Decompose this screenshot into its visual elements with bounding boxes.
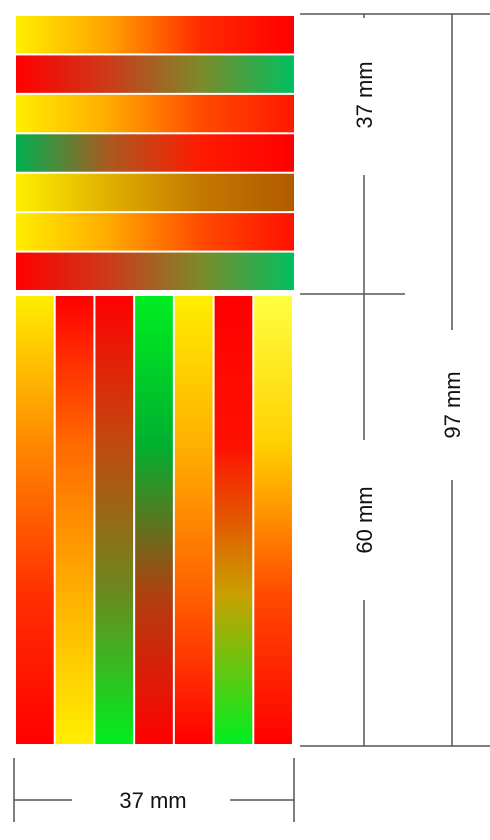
horizontal-stripe xyxy=(16,213,294,251)
vertical-stripe xyxy=(95,296,134,744)
vertical-stripe xyxy=(55,296,94,744)
vertical-stripe xyxy=(135,296,173,744)
horizontal-stripe xyxy=(16,16,294,54)
horizontal-stripe-section xyxy=(16,16,294,290)
vertical-stripe xyxy=(174,296,213,744)
dim-total-label: 97 mm xyxy=(440,371,465,438)
horizontal-stripe xyxy=(16,252,294,290)
dim-width-label: 37 mm xyxy=(119,788,186,813)
dimension-lines xyxy=(13,13,490,822)
vertical-stripe xyxy=(214,296,253,744)
horizontal-stripe xyxy=(16,94,294,133)
horizontal-stripe xyxy=(16,134,294,172)
dim-bottom-label: 60 mm xyxy=(352,486,377,553)
vertical-stripe xyxy=(16,296,54,744)
horizontal-stripe xyxy=(16,55,294,93)
horizontal-stripe xyxy=(16,173,294,212)
vertical-stripe xyxy=(254,296,292,744)
dim-top-label: 37 mm xyxy=(352,61,377,128)
vertical-stripe-section xyxy=(16,296,292,744)
